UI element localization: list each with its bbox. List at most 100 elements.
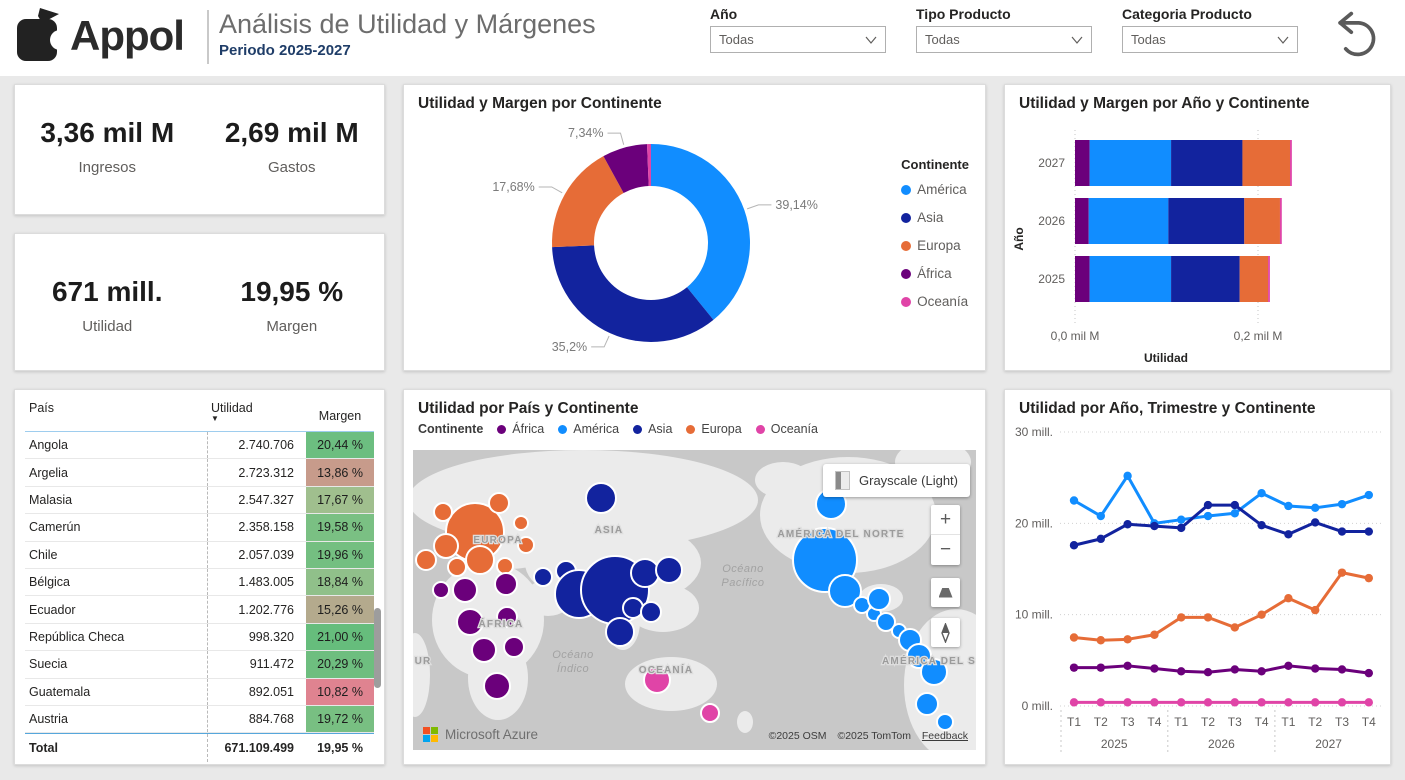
donut-chart[interactable]: 39,14% 35,2% 17,68% 7,34% [404, 115, 987, 372]
line-chart[interactable]: 0 mill. 10 mill. 20 mill. 30 mill. T1 T2 T3 T4 T… [1005, 420, 1390, 764]
data-point-América[interactable] [1096, 511, 1105, 521]
map-bubble-Asia[interactable] [533, 567, 553, 587]
data-point-Oceanía[interactable] [1150, 698, 1159, 707]
legend-item-Asia[interactable]: Asia [901, 210, 969, 225]
map-bubble-Asia[interactable] [655, 556, 683, 584]
data-point-África[interactable] [1311, 664, 1320, 673]
data-point-Asia[interactable] [1123, 520, 1132, 529]
map-bubble-América[interactable] [936, 713, 954, 731]
map-bubble-América[interactable] [915, 692, 939, 716]
map-bubble-Asia[interactable] [605, 617, 635, 647]
data-point-Asia[interactable] [1069, 541, 1079, 550]
map-bubble-África[interactable] [483, 672, 511, 700]
table-row[interactable]: Malasia 2.547.327 17,67 % [25, 486, 374, 515]
data-point-Europa[interactable] [1337, 568, 1347, 577]
data-point-Oceanía[interactable] [1257, 698, 1266, 707]
map-bubble-América[interactable] [876, 612, 896, 632]
data-point-Asia[interactable] [1337, 527, 1347, 536]
map-bubble-África[interactable] [471, 637, 497, 663]
reset-filters-icon[interactable] [1332, 8, 1378, 60]
map-bubble-Europa[interactable] [513, 515, 529, 531]
data-point-África[interactable] [1150, 664, 1159, 673]
bar-segment-2025-África[interactable] [1075, 256, 1090, 302]
filter-dropdown[interactable]: Todas [710, 26, 886, 53]
filter-dropdown[interactable]: Todas [916, 26, 1092, 53]
bar-segment-2027-América[interactable] [1089, 140, 1172, 186]
map-bubble-América[interactable] [828, 574, 862, 608]
data-point-América[interactable] [1364, 490, 1373, 500]
table-row[interactable]: Argelia 2.723.312 13,86 % [25, 459, 374, 487]
bar-segment-2026-África[interactable] [1075, 198, 1089, 244]
data-point-África[interactable] [1230, 665, 1239, 674]
table-row[interactable]: Suecia 911.472 20,29 % [25, 651, 374, 679]
data-point-América[interactable] [1284, 501, 1293, 511]
data-point-Europa[interactable] [1257, 610, 1266, 619]
bar-segment-2027-Asia[interactable] [1171, 140, 1243, 186]
map-bubble-Europa[interactable] [496, 557, 514, 575]
map-viewport[interactable]: EUROPA ASIA ÁFRICA OCEANÍA AMÉRICA DEL NORTE… [413, 450, 976, 750]
donut-slice-Europa[interactable] [552, 156, 624, 248]
map-bubble-América[interactable] [920, 658, 948, 686]
map-legend-item-Asia[interactable]: Asia [633, 422, 672, 436]
column-header-utilidad[interactable]: Utilidad ▼ [207, 401, 304, 431]
map-bubble-Europa[interactable] [433, 533, 459, 559]
data-point-Asia[interactable] [1203, 500, 1213, 510]
data-point-Europa[interactable] [1311, 605, 1320, 615]
map-bubble-Europa[interactable] [447, 557, 467, 577]
bar-segment-2027-Europa[interactable] [1242, 140, 1291, 186]
map-bubble-Oceanía[interactable] [643, 666, 671, 694]
table-row[interactable]: Austria 884.768 19,72 % [25, 705, 374, 734]
donut-slice-América[interactable] [651, 144, 750, 320]
data-point-África[interactable] [1123, 661, 1132, 671]
map-bubble-África[interactable] [496, 606, 518, 628]
data-point-Oceanía[interactable] [1069, 698, 1079, 707]
map-legend-item-América[interactable]: América [558, 422, 619, 436]
data-point-Oceanía[interactable] [1123, 698, 1132, 707]
data-point-Europa[interactable] [1364, 573, 1373, 583]
map-compass-button[interactable] [931, 618, 960, 647]
map-zoom-in-button[interactable]: + [931, 505, 960, 535]
data-point-América[interactable] [1337, 499, 1347, 509]
map-bubble-África[interactable] [432, 581, 450, 599]
data-point-África[interactable] [1364, 668, 1373, 678]
map-bubble-África[interactable] [456, 608, 484, 636]
bar-segment-2026-América[interactable] [1088, 198, 1169, 244]
data-point-África[interactable] [1096, 663, 1105, 672]
data-point-Asia[interactable] [1230, 500, 1239, 510]
bar-segment-2025-América[interactable] [1089, 256, 1172, 302]
table-row[interactable]: Ecuador 1.202.776 15,26 % [25, 596, 374, 624]
data-point-Oceanía[interactable] [1364, 698, 1373, 707]
bar-segment-2027-África[interactable] [1075, 140, 1090, 186]
map-bubble-Europa[interactable] [433, 502, 453, 522]
data-point-Asia[interactable] [1257, 520, 1266, 530]
data-point-Oceanía[interactable] [1203, 698, 1213, 707]
data-point-América[interactable] [1230, 509, 1239, 518]
bar-segment-2027-Oceanía[interactable] [1290, 140, 1292, 186]
legend-item-África[interactable]: África [901, 266, 969, 281]
data-point-Oceanía[interactable] [1311, 698, 1320, 707]
map-bubble-Oceanía[interactable] [700, 703, 720, 723]
data-point-Asia[interactable] [1150, 521, 1159, 531]
donut-slice-Oceanía[interactable] [647, 144, 651, 187]
column-header-pais[interactable]: País [29, 401, 55, 415]
table-row[interactable]: Angola 2.740.706 20,44 % [25, 432, 374, 460]
data-point-Oceanía[interactable] [1177, 698, 1186, 707]
stacked-bar-chart[interactable]: 0,0 mil M 0,2 mil M 2027 2026 2025 Año Utilida… [1005, 118, 1390, 370]
legend-item-Oceanía[interactable]: Oceanía [901, 294, 969, 309]
map-bubble-Asia[interactable] [630, 558, 660, 588]
table-row[interactable]: Guatemala 892.051 10,82 % [25, 678, 374, 706]
map-bubble-Europa[interactable] [488, 492, 510, 514]
data-point-América[interactable] [1257, 488, 1266, 498]
legend-item-Europa[interactable]: Europa [901, 238, 969, 253]
map-style-button[interactable]: Grayscale (Light) [823, 464, 970, 497]
data-point-Europa[interactable] [1203, 613, 1213, 622]
map-bubble-África[interactable] [494, 572, 518, 596]
table-row[interactable]: Camerún 2.358.158 19,58 % [25, 514, 374, 542]
data-point-Europa[interactable] [1150, 630, 1159, 639]
bar-segment-2026-Oceanía[interactable] [1279, 198, 1282, 244]
data-point-Oceanía[interactable] [1284, 698, 1293, 707]
data-point-África[interactable] [1257, 667, 1266, 676]
map-bubble-Asia[interactable] [585, 482, 617, 514]
data-point-Oceanía[interactable] [1337, 698, 1347, 707]
data-point-Asia[interactable] [1284, 530, 1293, 539]
